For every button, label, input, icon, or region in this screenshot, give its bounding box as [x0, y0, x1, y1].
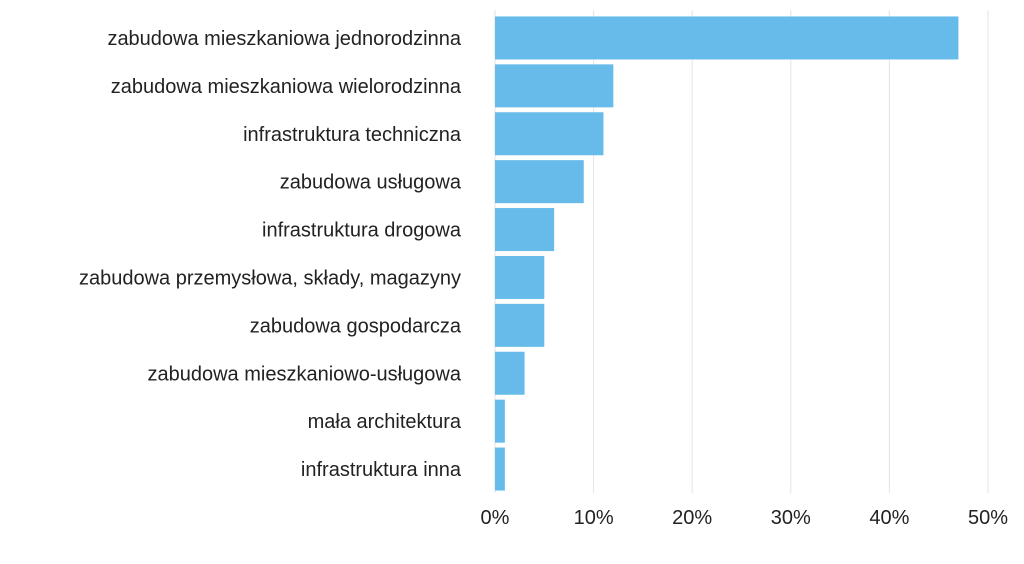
category-label: infrastruktura drogowa — [262, 220, 462, 242]
bar — [495, 399, 505, 443]
category-label: zabudowa mieszkaniowo-usługowa — [147, 363, 461, 385]
category-label: zabudowa gospodarcza — [250, 315, 462, 337]
x-tick-label: 20% — [672, 507, 712, 529]
bar — [495, 160, 584, 204]
category-label: infrastruktura inna — [301, 459, 462, 481]
category-label: infrastruktura techniczna — [243, 124, 462, 146]
bar — [495, 303, 545, 347]
bar — [495, 16, 959, 60]
x-tick-label: 30% — [771, 507, 811, 529]
bar — [495, 447, 505, 491]
bar — [495, 64, 614, 108]
x-tick-label: 50% — [968, 507, 1008, 529]
bar — [495, 255, 545, 299]
bar — [495, 351, 525, 395]
x-tick-label: 40% — [869, 507, 909, 529]
category-label: mała architektura — [308, 411, 462, 433]
bar — [495, 112, 604, 156]
bars — [495, 16, 959, 491]
x-axis-ticks: 0% 10% 20% 30% 40% 50% — [481, 507, 1009, 529]
category-label: zabudowa mieszkaniowa wielorodzinna — [111, 76, 462, 98]
x-tick-label: 10% — [574, 507, 614, 529]
category-labels: zabudowa mieszkaniowa jednorodzinna zabud… — [79, 28, 462, 481]
category-label: zabudowa mieszkaniowa jednorodzinna — [107, 28, 461, 50]
x-tick-label: 0% — [481, 507, 510, 529]
bar — [495, 208, 555, 252]
category-label: zabudowa przemysłowa, składy, magazyny — [79, 267, 461, 289]
category-label: zabudowa usługowa — [280, 172, 462, 194]
